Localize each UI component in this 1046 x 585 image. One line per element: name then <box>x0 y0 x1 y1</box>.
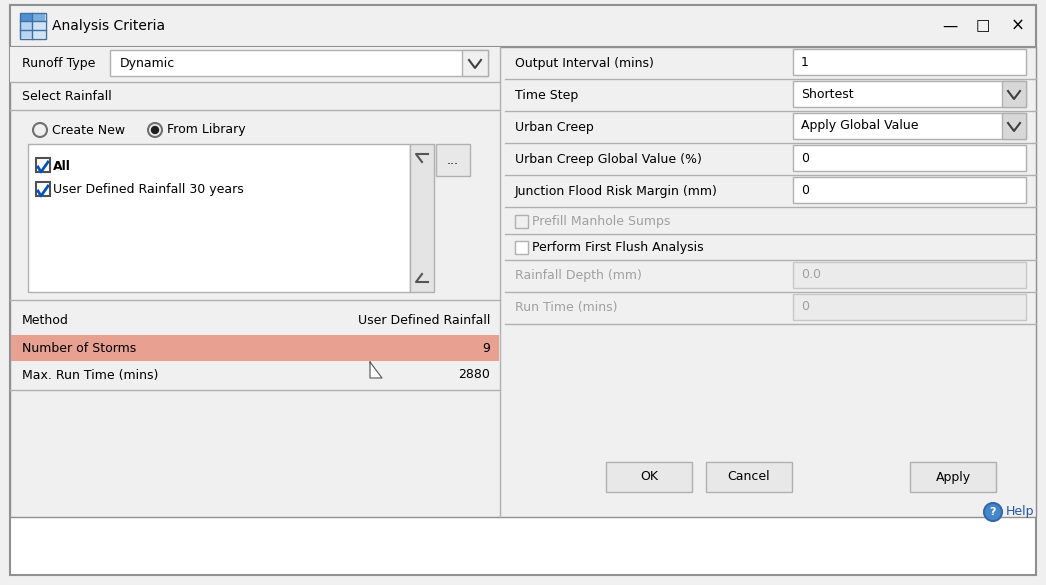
Text: Dynamic: Dynamic <box>120 57 176 70</box>
Bar <box>436 144 470 176</box>
Text: Runoff Type: Runoff Type <box>22 57 95 71</box>
Text: 9: 9 <box>482 342 490 355</box>
Bar <box>515 215 528 228</box>
Text: User Defined Rainfall 30 years: User Defined Rainfall 30 years <box>53 184 244 197</box>
Bar <box>20 31 32 38</box>
Bar <box>10 47 500 82</box>
Text: Shortest: Shortest <box>801 88 854 101</box>
Bar <box>110 50 488 76</box>
Bar <box>793 81 1026 107</box>
Bar <box>33 22 45 30</box>
Text: 1: 1 <box>801 56 809 68</box>
Bar <box>410 144 434 292</box>
Text: All: All <box>53 160 71 173</box>
Text: 2880: 2880 <box>458 369 490 381</box>
Bar <box>793 294 1026 320</box>
Text: 0.0: 0.0 <box>801 269 821 281</box>
Bar <box>793 49 1026 75</box>
Text: Run Time (mins): Run Time (mins) <box>515 301 617 315</box>
Text: ?: ? <box>990 507 996 517</box>
Bar <box>20 13 32 21</box>
Text: User Defined Rainfall: User Defined Rainfall <box>358 314 490 326</box>
Bar <box>36 182 50 196</box>
Text: 0: 0 <box>801 301 809 314</box>
Bar <box>20 13 46 39</box>
Bar <box>606 462 692 492</box>
Text: Rainfall Depth (mm): Rainfall Depth (mm) <box>515 270 642 283</box>
Circle shape <box>152 126 159 133</box>
Bar <box>793 145 1026 171</box>
Text: Cancel: Cancel <box>728 470 770 483</box>
Bar <box>1002 81 1026 107</box>
Text: Apply Global Value: Apply Global Value <box>801 119 918 132</box>
Bar <box>36 158 50 172</box>
Text: Time Step: Time Step <box>515 88 578 102</box>
Text: ...: ... <box>447 153 459 167</box>
Bar <box>706 462 792 492</box>
Circle shape <box>984 503 1002 521</box>
Bar <box>793 177 1026 203</box>
Text: Perform First Flush Analysis: Perform First Flush Analysis <box>532 240 704 253</box>
Bar <box>12 335 499 361</box>
Text: From Library: From Library <box>167 123 246 136</box>
Text: Urban Creep Global Value (%): Urban Creep Global Value (%) <box>515 153 702 166</box>
Bar <box>28 144 410 292</box>
Text: Number of Storms: Number of Storms <box>22 342 136 355</box>
Text: Method: Method <box>22 314 69 326</box>
Text: Urban Creep: Urban Creep <box>515 121 594 133</box>
Text: —: — <box>942 19 958 33</box>
Text: ×: × <box>1011 17 1025 35</box>
Text: OK: OK <box>640 470 658 483</box>
Bar <box>462 50 488 76</box>
Bar <box>33 13 45 21</box>
Text: Help: Help <box>1006 505 1034 518</box>
Bar <box>515 241 528 254</box>
Text: Analysis Criteria: Analysis Criteria <box>52 19 165 33</box>
Bar <box>20 22 32 30</box>
Bar <box>10 5 1036 47</box>
Bar <box>910 462 996 492</box>
Bar <box>10 47 1036 517</box>
Polygon shape <box>370 362 382 378</box>
Text: □: □ <box>976 19 991 33</box>
Text: 0: 0 <box>801 152 809 164</box>
Text: 0: 0 <box>801 184 809 197</box>
Text: Apply: Apply <box>935 470 971 483</box>
Text: Junction Flood Risk Margin (mm): Junction Flood Risk Margin (mm) <box>515 184 718 198</box>
Bar <box>33 31 45 38</box>
Text: Prefill Manhole Sumps: Prefill Manhole Sumps <box>532 215 670 228</box>
Text: Create New: Create New <box>52 123 126 136</box>
Text: Max. Run Time (mins): Max. Run Time (mins) <box>22 369 158 381</box>
Bar <box>1002 113 1026 139</box>
Bar <box>793 113 1026 139</box>
Bar <box>793 262 1026 288</box>
Text: Select Rainfall: Select Rainfall <box>22 90 112 102</box>
Text: Output Interval (mins): Output Interval (mins) <box>515 57 654 70</box>
